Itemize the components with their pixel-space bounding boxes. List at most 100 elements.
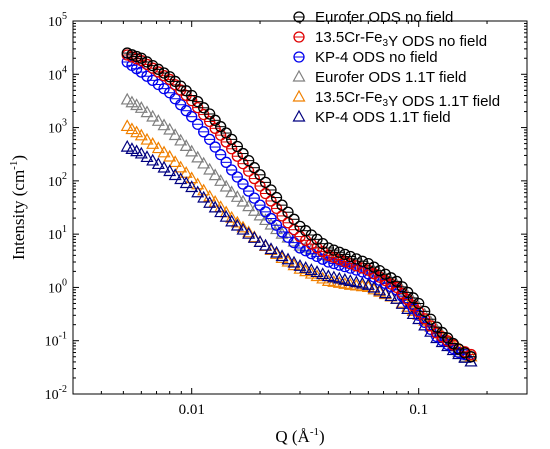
- legend-marker: [293, 51, 305, 63]
- data-point: [231, 140, 243, 153]
- data-point: [163, 149, 177, 162]
- legend-label: KP-4 ODS 1.1T field: [315, 109, 451, 126]
- data-point: [339, 248, 351, 261]
- data-point: [179, 176, 193, 189]
- data-point: [209, 122, 221, 134]
- data-point: [282, 206, 294, 218]
- x-axis-label: Q (Å-1): [275, 426, 324, 446]
- data-point: [350, 253, 363, 265]
- data-point: [310, 265, 324, 278]
- data-point: [361, 277, 375, 290]
- y-tick-label: 103: [48, 118, 67, 137]
- data-point: [328, 244, 340, 256]
- legend-label: 13.5Cr-Fe3Y ODS 1.1T field: [315, 89, 500, 110]
- data-point: [186, 111, 198, 123]
- legend-marker: [292, 69, 306, 82]
- data-point: [209, 141, 221, 153]
- y-tick-label: 101: [48, 224, 67, 243]
- data-point: [203, 196, 217, 208]
- data-point: [163, 122, 177, 135]
- legend-marker: [293, 11, 305, 23]
- data-point: [259, 213, 273, 226]
- data-point: [134, 101, 148, 113]
- data-point: [220, 127, 232, 139]
- legend-item: Eurofer ODS 1.1T field: [292, 69, 466, 86]
- data-point: [140, 150, 154, 163]
- data-point: [157, 145, 171, 158]
- data-point: [174, 133, 188, 146]
- legend-marker: [292, 109, 306, 122]
- data-point: [259, 176, 272, 189]
- data-point: [226, 133, 238, 146]
- data-point: [264, 217, 278, 230]
- x-tick-label: 0.01: [179, 402, 205, 418]
- data-point: [151, 141, 165, 154]
- data-point: [419, 305, 431, 318]
- data-point: [264, 242, 278, 255]
- data-point: [225, 214, 239, 227]
- data-point: [236, 220, 250, 233]
- data-point: [322, 242, 335, 254]
- data-point: [275, 249, 289, 262]
- data-point: [220, 136, 232, 148]
- data-point: [168, 168, 182, 181]
- data-point: [163, 164, 177, 177]
- data-point: [254, 180, 266, 192]
- data-point: [344, 250, 357, 263]
- data-point: [208, 200, 222, 213]
- data-point: [226, 164, 238, 176]
- data-point: [368, 268, 380, 280]
- data-point: [231, 171, 243, 183]
- data-point: [242, 225, 256, 238]
- data-point: [214, 205, 228, 218]
- data-point: [299, 261, 313, 273]
- data-point: [157, 160, 171, 173]
- data-point: [413, 297, 425, 310]
- data-point: [215, 149, 227, 161]
- data-point: [270, 222, 284, 235]
- data-point: [265, 212, 277, 225]
- data-point: [146, 109, 160, 122]
- y-tick-label: 102: [48, 171, 67, 190]
- data-point: [355, 276, 369, 289]
- data-point: [237, 147, 249, 160]
- y-tick-label: 105: [48, 11, 67, 30]
- data-point: [287, 258, 301, 271]
- legend-label: 13.5Cr-Fe3Y ODS no field: [315, 29, 487, 50]
- series-1: [121, 47, 477, 363]
- data-point: [203, 189, 217, 202]
- data-point: [130, 98, 144, 111]
- data-point: [243, 154, 255, 167]
- data-point: [191, 177, 205, 190]
- data-point: [259, 238, 273, 251]
- data-point: [316, 267, 330, 280]
- data-point: [368, 261, 380, 273]
- data-point: [343, 274, 357, 286]
- data-point: [225, 185, 239, 198]
- data-point: [185, 144, 199, 157]
- data-point: [125, 95, 139, 108]
- data-point: [373, 283, 387, 296]
- data-point: [220, 156, 232, 168]
- data-point: [253, 235, 267, 247]
- data-point: [254, 199, 266, 211]
- data-point: [425, 320, 437, 332]
- data-marks: [120, 47, 478, 367]
- data-point: [254, 169, 266, 181]
- data-point: [270, 191, 283, 204]
- data-point: [130, 125, 144, 138]
- data-point: [384, 289, 398, 302]
- data-point: [204, 133, 216, 146]
- data-point: [179, 139, 193, 152]
- data-point: [385, 272, 397, 284]
- data-point: [304, 263, 318, 275]
- x-tick-label: 0.1: [409, 402, 428, 418]
- legend-marker: [293, 31, 305, 43]
- data-point: [367, 280, 381, 293]
- data-point: [151, 157, 165, 170]
- data-point: [362, 264, 374, 276]
- y-tick-label: 104: [48, 64, 67, 83]
- data-point: [270, 245, 284, 258]
- data-point: [379, 274, 392, 287]
- data-point: [270, 219, 283, 231]
